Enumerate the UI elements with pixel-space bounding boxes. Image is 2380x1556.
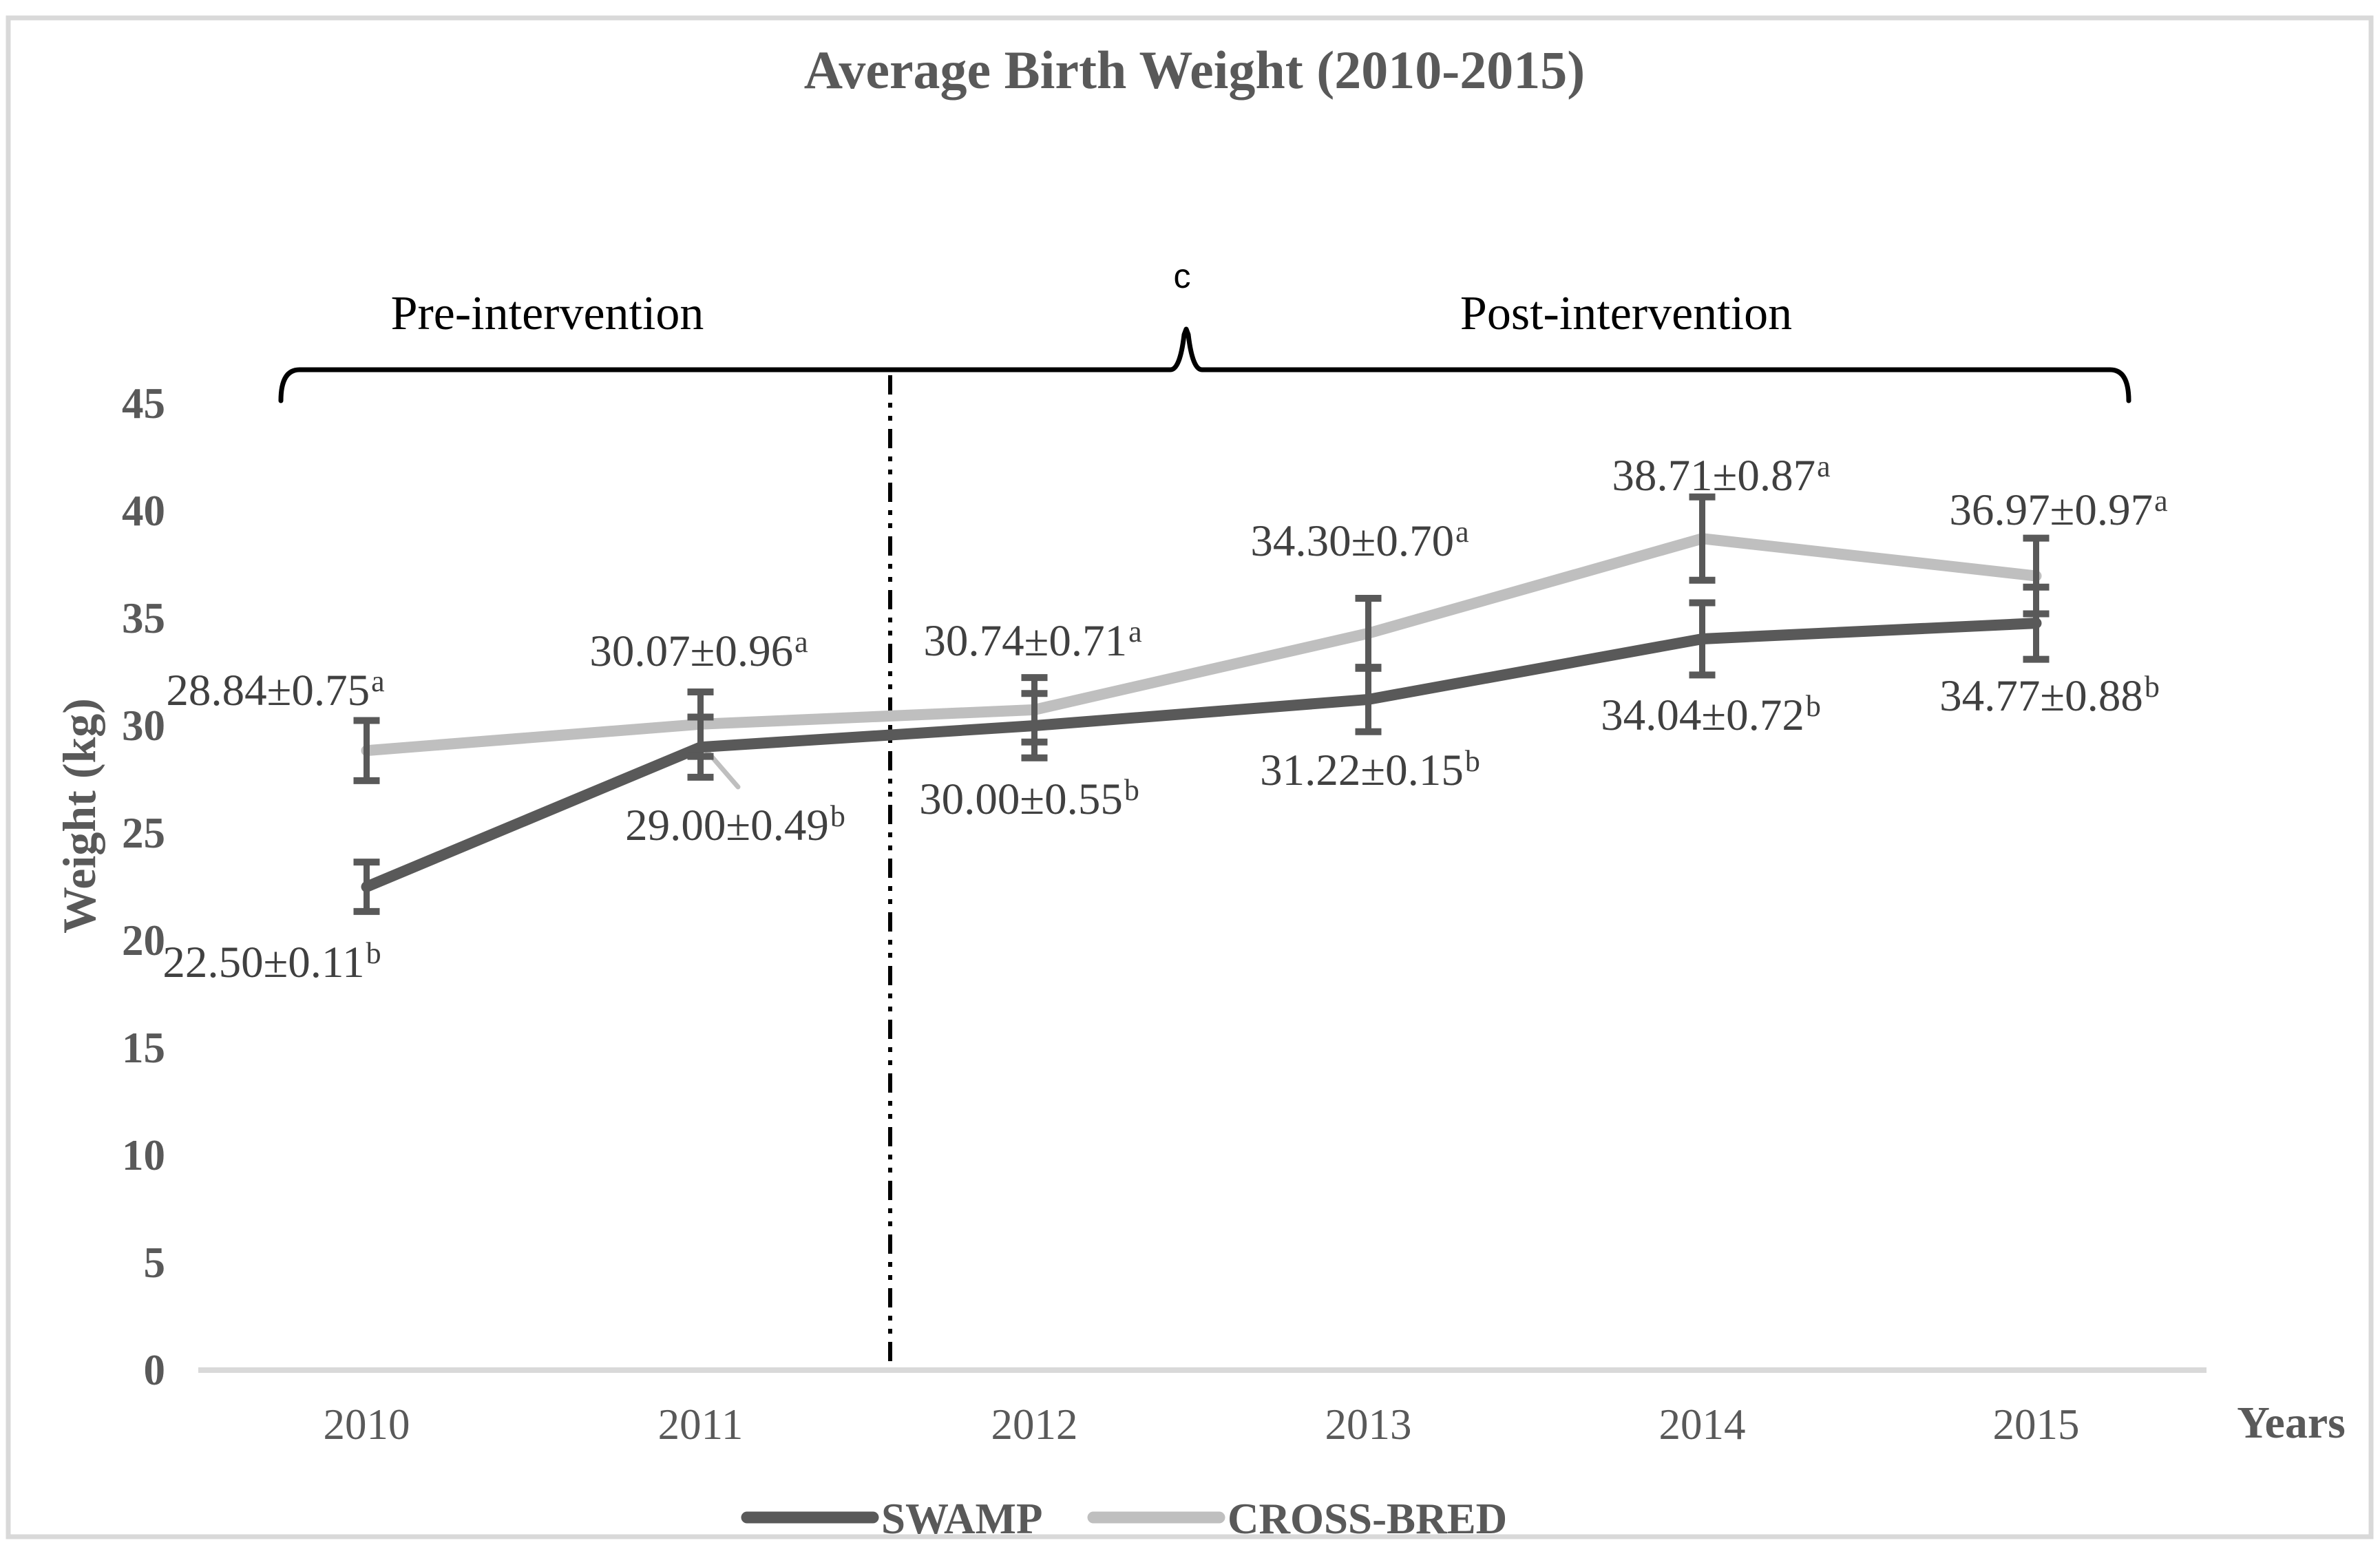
- data-label: 31.22±0.15b: [1260, 744, 1480, 795]
- y-tick-label: 45: [122, 379, 165, 428]
- x-tick-label: 2014: [1659, 1400, 1746, 1449]
- y-tick-label: 0: [144, 1346, 166, 1394]
- y-tick-label: 20: [122, 916, 165, 965]
- data-label: 36.97±0.97a: [1949, 484, 2167, 535]
- y-tick-label: 40: [122, 487, 165, 535]
- error-bar-cross-bred: [2023, 534, 2050, 618]
- x-tick-labels: 2010 2011 2012 2013 2014 2015: [324, 1400, 2080, 1449]
- data-label: 34.30±0.70a: [1250, 515, 1468, 566]
- data-label: 22.50±0.11b: [162, 936, 381, 987]
- y-tick-label: 10: [122, 1131, 165, 1179]
- leader-line: [699, 743, 741, 790]
- error-bar-cross-bred: [1355, 594, 1382, 672]
- x-tick-label: 2011: [658, 1400, 744, 1449]
- x-tick-label: 2015: [1993, 1400, 2080, 1449]
- phase-brace: [278, 326, 2131, 403]
- error-bar-cross-bred: [1021, 674, 1048, 746]
- data-label: 34.77±0.88b: [1939, 670, 2160, 721]
- y-tick-label: 25: [122, 809, 165, 857]
- x-axis-title: Years: [2237, 1398, 2346, 1448]
- y-tick-label: 5: [144, 1239, 166, 1287]
- data-labels: 22.50±0.11b 29.00±0.49b 30.00±0.55b 31.22±0…: [162, 450, 2167, 987]
- series-lines: [361, 533, 2042, 892]
- figure-border: [6, 15, 2374, 1539]
- data-label: 29.00±0.49b: [625, 799, 845, 850]
- pre-intervention-label: Pre-intervention: [391, 287, 704, 340]
- brace-center-letter: c: [1174, 257, 1191, 295]
- data-label: 30.74±0.71a: [923, 615, 1141, 666]
- y-tick-label: 30: [122, 702, 165, 750]
- data-label: 28.84±0.75a: [166, 664, 384, 715]
- y-axis-title: Weight (kg): [53, 698, 105, 934]
- error-bar-cross-bred: [1689, 493, 1716, 584]
- series-line-cross-bred: [361, 533, 2042, 757]
- chart-title: Average Birth Weight (2010-2015): [804, 40, 1585, 100]
- legend: SWAMP CROSS-BRED: [741, 1495, 1507, 1543]
- error-bar-cross-bred: [687, 688, 714, 760]
- data-label: 34.04±0.72b: [1601, 689, 1821, 740]
- x-tick-label: 2012: [991, 1400, 1078, 1449]
- data-label: 30.00±0.55b: [919, 773, 1139, 824]
- y-tick-label: 15: [122, 1024, 165, 1072]
- y-tick-label: 35: [122, 594, 165, 642]
- y-tick-labels: 0 5 10 15 20 25 30 35 40 45: [122, 379, 165, 1394]
- error-bar-swamp: [1689, 599, 1716, 679]
- error-bar-swamp: [353, 859, 380, 915]
- data-label: 38.71±0.87a: [1612, 450, 1830, 501]
- label-leader-line: [699, 743, 741, 790]
- series-line-swamp: [361, 618, 2042, 892]
- error-bars: [353, 493, 2050, 915]
- legend-label: CROSS-BRED: [1228, 1495, 1507, 1543]
- post-intervention-label: Post-intervention: [1460, 287, 1792, 340]
- legend-label: SWAMP: [881, 1495, 1043, 1543]
- error-bar-cross-bred: [353, 717, 380, 784]
- x-tick-label: 2013: [1325, 1400, 1412, 1449]
- x-tick-label: 2010: [324, 1400, 410, 1449]
- data-label: 30.07±0.96a: [589, 625, 808, 676]
